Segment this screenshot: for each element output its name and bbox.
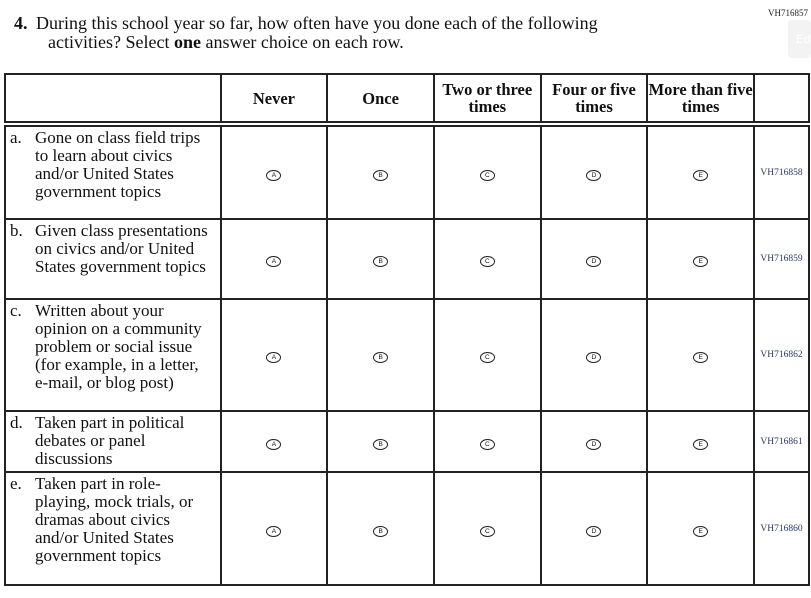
answer-bubble-e[interactable]: E [693, 525, 709, 537]
answer-cell[interactable]: E [646, 410, 756, 473]
answer-cell[interactable]: B [326, 471, 435, 586]
row-letter: b. [10, 221, 23, 240]
answer-cell[interactable]: C [432, 123, 542, 220]
answer-cell[interactable]: D [539, 471, 649, 586]
answer-bubble-e[interactable]: E [693, 169, 709, 181]
header-once: Once [326, 73, 435, 127]
table-row: e. Taken part in role-playing, mock trial… [4, 471, 810, 586]
answer-cell[interactable]: D [539, 410, 649, 473]
row-text: Taken part in role-playing, mock trials,… [35, 474, 194, 565]
answer-bubble-d[interactable]: D [586, 169, 602, 181]
answer-bubble-c[interactable]: C [479, 525, 495, 537]
answer-bubble-c[interactable]: C [479, 169, 495, 181]
row-id: VH716860 [753, 471, 810, 586]
answer-bubble-a[interactable]: A [266, 525, 282, 537]
question-line-1: During this school year so far, how ofte… [36, 13, 598, 33]
row-id: VH716862 [753, 298, 810, 412]
question-line-2b: answer choice on each row. [200, 32, 404, 52]
row-letter: d. [10, 413, 23, 432]
answer-bubble-a[interactable]: A [266, 169, 282, 181]
row-text: Taken part in political debates or panel… [35, 413, 185, 468]
answer-cell[interactable]: C [432, 298, 542, 412]
answer-cell[interactable]: D [539, 123, 649, 220]
answer-bubble-a[interactable]: A [266, 256, 282, 267]
question-text: 4. During this school year so far, how of… [14, 14, 694, 52]
answer-bubble-e[interactable]: E [693, 352, 709, 363]
answer-bubble-d[interactable]: D [586, 352, 602, 363]
question-emphasis: one [173, 32, 201, 52]
table-row: c. Written about your opinion on a commun… [4, 298, 810, 412]
row-text: Gone on class field trips to learn about… [35, 128, 201, 201]
answer-cell[interactable]: D [539, 218, 649, 300]
answer-bubble-d[interactable]: D [586, 438, 602, 450]
answer-bubble-e[interactable]: E [693, 438, 709, 450]
row-label: b. Given class presentations on civics an… [4, 218, 222, 300]
table-row: a. Gone on class field trips to learn abo… [4, 123, 810, 220]
edit-button[interactable]: Ed [788, 20, 811, 58]
question-line-2a: activities? Select [48, 32, 174, 52]
row-id: VH716859 [753, 218, 810, 300]
row-id: VH716861 [753, 410, 810, 473]
answer-bubble-b[interactable]: B [373, 438, 389, 450]
answer-cell[interactable]: A [219, 218, 329, 300]
row-letter: c. [10, 301, 22, 320]
answer-bubble-c[interactable]: C [479, 438, 495, 450]
answer-bubble-c[interactable]: C [479, 352, 495, 363]
answer-bubble-b[interactable]: B [373, 352, 389, 363]
header-id-blank [753, 73, 810, 127]
row-text: Written about your opinion on a communit… [35, 301, 202, 392]
row-id: VH716858 [753, 123, 810, 220]
row-label: c. Written about your opinion on a commun… [4, 298, 222, 412]
answer-bubble-b[interactable]: B [373, 525, 389, 537]
answer-cell[interactable]: E [646, 471, 756, 586]
answer-cell[interactable]: A [219, 410, 329, 473]
answer-cell[interactable]: D [539, 298, 649, 412]
header-four-five: Four or five times [539, 73, 649, 127]
question-number: 4. [14, 13, 28, 33]
answer-bubble-a[interactable]: A [266, 438, 282, 450]
row-label: d. Taken part in political debates or pan… [4, 410, 222, 473]
answer-bubble-d[interactable]: D [586, 256, 602, 267]
answer-cell[interactable]: A [219, 123, 329, 220]
answer-bubble-e[interactable]: E [693, 256, 709, 267]
answer-cell[interactable]: B [326, 123, 435, 220]
row-label: a. Gone on class field trips to learn abo… [4, 123, 222, 220]
answer-grid: Never Once Two or three times Four or fi… [4, 73, 810, 586]
answer-bubble-a[interactable]: A [266, 352, 282, 363]
answer-cell[interactable]: A [219, 298, 329, 412]
header-row: Never Once Two or three times Four or fi… [4, 73, 810, 127]
answer-cell[interactable]: C [432, 410, 542, 473]
header-two-three: Two or three times [432, 73, 542, 127]
row-text: Given class presentations on civics and/… [35, 221, 208, 276]
row-label: e. Taken part in role-playing, mock trial… [4, 471, 222, 586]
answer-bubble-c[interactable]: C [479, 256, 495, 267]
answer-cell[interactable]: E [646, 218, 756, 300]
answer-bubble-b[interactable]: B [373, 169, 389, 181]
answer-cell[interactable]: A [219, 471, 329, 586]
answer-cell[interactable]: C [432, 218, 542, 300]
answer-cell[interactable]: B [326, 410, 435, 473]
row-letter: e. [10, 474, 22, 493]
table-row: b. Given class presentations on civics an… [4, 218, 810, 300]
answer-cell[interactable]: B [326, 218, 435, 300]
row-letter: a. [10, 128, 22, 147]
answer-cell[interactable]: B [326, 298, 435, 412]
answer-cell[interactable]: E [646, 123, 756, 220]
answer-bubble-d[interactable]: D [586, 525, 602, 537]
table-row: d. Taken part in political debates or pan… [4, 410, 810, 473]
question-id: VH716857 [768, 8, 808, 18]
answer-bubble-b[interactable]: B [373, 256, 389, 267]
answer-cell[interactable]: E [646, 298, 756, 412]
header-blank [4, 73, 222, 127]
answer-cell[interactable]: C [432, 471, 542, 586]
header-never: Never [219, 73, 329, 127]
header-more-than-five: More than five times [646, 73, 756, 127]
